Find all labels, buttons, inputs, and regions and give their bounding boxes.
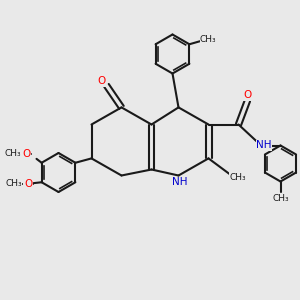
Text: CH₃: CH₃ <box>230 172 246 182</box>
Text: NH: NH <box>256 140 272 151</box>
Text: CH₃: CH₃ <box>200 35 217 44</box>
Text: CH₃: CH₃ <box>4 149 21 158</box>
Text: O: O <box>243 90 252 100</box>
Text: NH: NH <box>172 177 187 187</box>
Text: O: O <box>98 76 106 86</box>
Text: O: O <box>22 149 30 159</box>
Text: CH₃: CH₃ <box>5 179 22 188</box>
Text: CH₃: CH₃ <box>272 194 289 203</box>
Text: O: O <box>24 179 32 189</box>
